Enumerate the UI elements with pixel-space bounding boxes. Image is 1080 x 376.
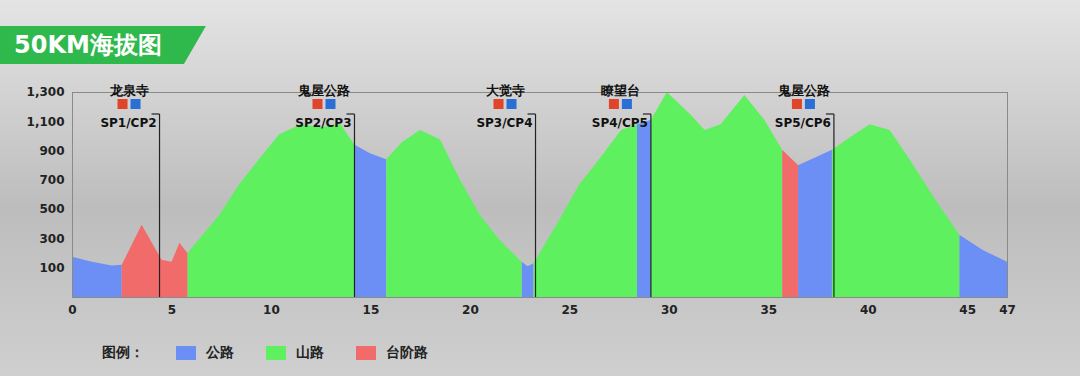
html-text:山路: 山路	[296, 344, 324, 360]
svg-text:龙泉寺: 龙泉寺	[109, 83, 149, 98]
svg-text:5: 5	[168, 303, 176, 317]
svg-text:鬼屋公路: 鬼屋公路	[777, 83, 830, 98]
svg-text:47: 47	[999, 303, 1016, 317]
svg-text:SP3/CP4: SP3/CP4	[476, 116, 532, 130]
svg-text:25: 25	[561, 303, 578, 317]
svg-text:SP2/CP3: SP2/CP3	[295, 116, 351, 130]
svg-text:SP4/CP5: SP4/CP5	[592, 116, 648, 130]
svg-text:900: 900	[39, 144, 64, 158]
svg-text:1,300: 1,300	[27, 85, 65, 99]
html-text:公路: 公路	[206, 344, 234, 360]
svg-text:100: 100	[39, 261, 64, 275]
html-text:台阶路: 台阶路	[386, 344, 428, 360]
svg-text:鬼屋公路: 鬼屋公路	[297, 83, 350, 98]
svg-text:45: 45	[959, 303, 976, 317]
svg-text:0: 0	[68, 303, 76, 317]
svg-text:30: 30	[661, 303, 678, 317]
svg-text:10: 10	[263, 303, 280, 317]
svg-text:300: 300	[39, 232, 64, 246]
svg-text:SP5/CP6: SP5/CP6	[775, 116, 831, 130]
svg-text:35: 35	[760, 303, 777, 317]
svg-text:20: 20	[462, 303, 479, 317]
svg-text:15: 15	[363, 303, 380, 317]
html-text:图例：: 图例：	[102, 344, 144, 360]
svg-text:大觉寺: 大觉寺	[486, 83, 525, 98]
svg-text:SP1/CP2: SP1/CP2	[100, 116, 156, 130]
svg-text:700: 700	[39, 173, 64, 187]
html-text:50KM海拔图: 50KM海拔图	[14, 31, 162, 59]
svg-text:1,100: 1,100	[27, 115, 65, 129]
svg-text:瞭望台: 瞭望台	[601, 83, 640, 98]
svg-text:500: 500	[39, 202, 64, 216]
svg-text:40: 40	[860, 303, 877, 317]
